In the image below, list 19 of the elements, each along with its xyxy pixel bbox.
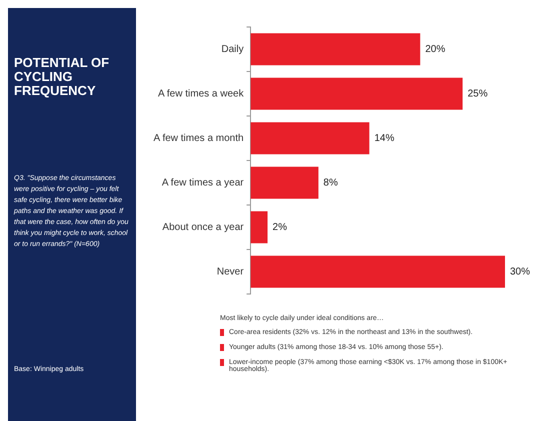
bar: [250, 122, 370, 154]
text: POTENTIAL OF CYCLING FREQUENCY: [14, 55, 110, 98]
y-tick-label: About once a year: [162, 222, 244, 233]
data-label: 30%: [510, 266, 530, 278]
bar: [250, 78, 463, 110]
bar: [250, 211, 268, 244]
y-tick-label: Daily: [221, 44, 244, 55]
y-tick-label: A few times a month: [154, 133, 244, 144]
bar: [250, 256, 505, 288]
y-tick-label: A few times a week: [158, 88, 245, 100]
data-label: 8%: [323, 178, 338, 188]
bar: [250, 166, 318, 199]
data-label: 25%: [468, 88, 488, 100]
y-tick-label: Never: [216, 266, 244, 278]
bar: [250, 33, 420, 66]
y-tick-label: A few times a year: [162, 178, 244, 188]
data-label: 20%: [425, 44, 446, 55]
data-label: 14%: [374, 133, 394, 144]
data-label: 2%: [272, 222, 288, 233]
